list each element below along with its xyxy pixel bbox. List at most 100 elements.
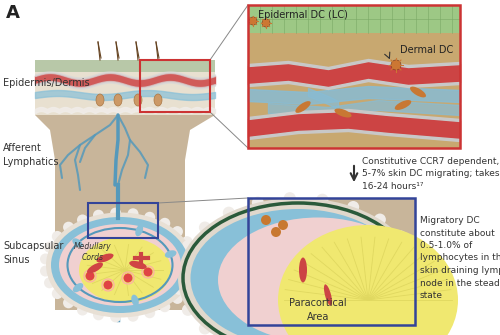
Circle shape [144, 307, 155, 318]
Circle shape [128, 311, 138, 322]
Circle shape [124, 273, 132, 282]
Circle shape [86, 271, 94, 280]
Ellipse shape [154, 94, 162, 106]
Circle shape [63, 297, 74, 308]
Bar [248, 198, 415, 325]
Text: Epidermis/Dermis: Epidermis/Dermis [3, 78, 90, 88]
Circle shape [374, 213, 386, 225]
Circle shape [93, 210, 104, 221]
Circle shape [182, 304, 194, 316]
Circle shape [52, 288, 63, 299]
Ellipse shape [165, 250, 176, 258]
Circle shape [347, 201, 359, 213]
Circle shape [262, 19, 270, 27]
Circle shape [408, 251, 420, 262]
Circle shape [284, 192, 296, 204]
Polygon shape [35, 72, 215, 115]
Text: Paracortical
Area: Paracortical Area [289, 298, 347, 322]
Circle shape [190, 260, 200, 270]
Text: A: A [6, 4, 20, 22]
Circle shape [278, 220, 288, 230]
Circle shape [182, 240, 194, 252]
Ellipse shape [72, 238, 83, 248]
Circle shape [77, 305, 88, 316]
Ellipse shape [96, 94, 104, 106]
Ellipse shape [114, 94, 122, 106]
Text: Constitutive CCR7 dependent,
5-7% skin DC migrating; takes
16-24 hours¹⁷: Constitutive CCR7 dependent, 5-7% skin D… [362, 157, 500, 191]
Circle shape [52, 231, 63, 242]
Circle shape [160, 218, 170, 229]
Ellipse shape [218, 217, 418, 335]
Circle shape [190, 260, 200, 270]
Circle shape [188, 248, 198, 259]
Ellipse shape [96, 254, 114, 263]
Ellipse shape [87, 263, 103, 273]
Circle shape [271, 227, 281, 237]
Ellipse shape [334, 109, 351, 118]
Circle shape [144, 268, 152, 276]
Circle shape [44, 277, 55, 288]
Circle shape [104, 280, 112, 289]
Circle shape [188, 271, 198, 282]
Circle shape [391, 60, 401, 70]
Text: Migratory DC
constitute about
0.5-1.0% of
lymphocytes in the
skin draining lymph: Migratory DC constitute about 0.5-1.0% o… [420, 216, 500, 300]
Circle shape [44, 242, 55, 253]
Bar [248, 5, 460, 148]
Polygon shape [35, 60, 215, 310]
Circle shape [249, 17, 257, 25]
Ellipse shape [296, 101, 310, 113]
Circle shape [173, 261, 185, 273]
Circle shape [77, 214, 88, 225]
Ellipse shape [79, 237, 171, 303]
Bar [88, 203, 158, 238]
Ellipse shape [51, 217, 189, 313]
Circle shape [223, 207, 235, 219]
Circle shape [93, 309, 104, 320]
Circle shape [110, 312, 121, 322]
Circle shape [412, 272, 424, 284]
Ellipse shape [134, 94, 142, 106]
Circle shape [40, 266, 51, 276]
Ellipse shape [46, 212, 194, 318]
Ellipse shape [178, 198, 418, 335]
Bar [140, 60, 210, 112]
Circle shape [160, 301, 170, 312]
Ellipse shape [299, 258, 307, 282]
Circle shape [144, 212, 155, 223]
Circle shape [40, 254, 51, 264]
Text: Subcapsular
Sinus: Subcapsular Sinus [3, 241, 64, 265]
Text: Afferent
Lymphatics: Afferent Lymphatics [3, 143, 58, 167]
Circle shape [182, 236, 192, 247]
Circle shape [172, 226, 183, 237]
Text: Epidermal DC (LC): Epidermal DC (LC) [258, 10, 348, 20]
Circle shape [316, 194, 328, 206]
Ellipse shape [136, 225, 143, 236]
Circle shape [374, 330, 386, 335]
Circle shape [412, 272, 424, 284]
Ellipse shape [59, 224, 181, 306]
Circle shape [252, 197, 264, 209]
Circle shape [199, 221, 211, 233]
Circle shape [63, 222, 74, 233]
Circle shape [408, 293, 420, 306]
Ellipse shape [410, 86, 426, 97]
Circle shape [128, 208, 138, 219]
Ellipse shape [73, 283, 84, 292]
Text: Dermal DC: Dermal DC [400, 45, 453, 55]
Ellipse shape [278, 225, 458, 335]
Circle shape [182, 283, 192, 294]
Bar [248, 5, 460, 33]
Text: Medullary
Cords: Medullary Cords [74, 242, 112, 262]
Polygon shape [35, 60, 215, 72]
Circle shape [110, 208, 121, 219]
Ellipse shape [394, 100, 411, 110]
Bar [248, 198, 415, 325]
Circle shape [394, 230, 406, 243]
Ellipse shape [324, 284, 332, 306]
Circle shape [261, 215, 271, 225]
Ellipse shape [132, 295, 139, 306]
Circle shape [173, 283, 185, 295]
Bar [248, 5, 460, 148]
Ellipse shape [190, 209, 406, 335]
Circle shape [394, 314, 406, 326]
